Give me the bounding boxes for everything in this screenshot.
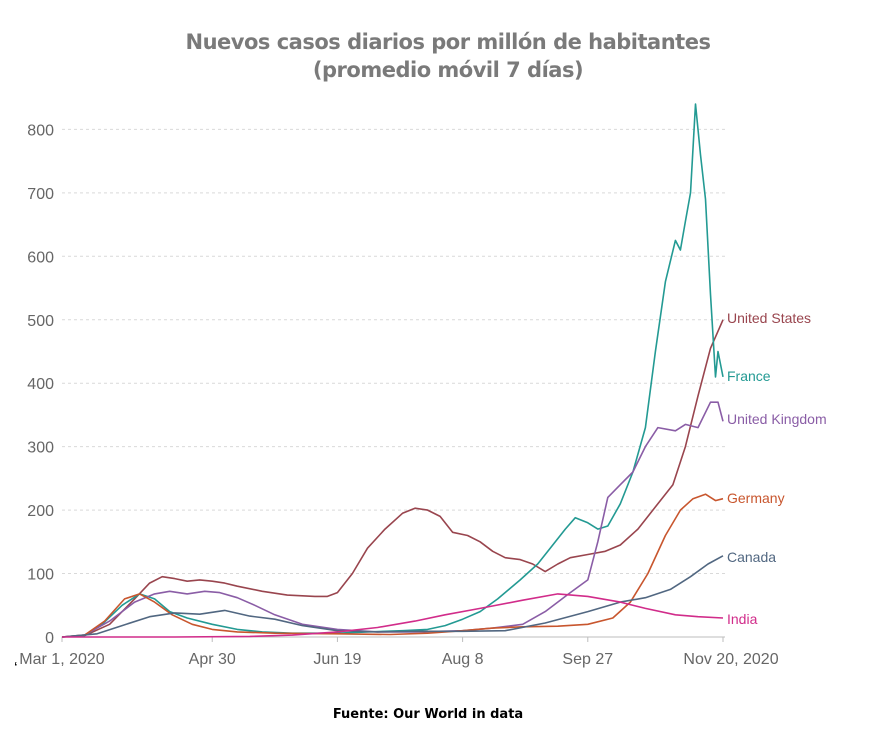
- y-axis-ticks: 0 100 200 300 400 500 600 700 800: [27, 122, 54, 647]
- series-label-united-kingdom: United Kingdom: [727, 411, 827, 427]
- series-label-united-states: United States: [727, 310, 811, 326]
- stray-mark: ‘: [14, 660, 18, 677]
- x-tick-label: Nov 20, 2020: [683, 651, 778, 668]
- x-tick-label: Mar 1, 2020: [19, 651, 104, 668]
- series-labels: United States France United Kingdom Germany…: [727, 310, 827, 627]
- gridlines: [62, 128, 725, 638]
- y-tick-label: 800: [27, 122, 54, 139]
- y-tick-label: 700: [27, 186, 54, 203]
- x-tick-label: Jun 19: [313, 651, 361, 668]
- series-lines: [61, 103, 724, 638]
- series-label-france: France: [727, 368, 771, 384]
- y-tick-label: 100: [27, 567, 54, 584]
- line-chart: 0 100 200 300 400 500 600 700 800 Mar 1, 2020 Apr…: [19, 103, 827, 668]
- series-label-germany: Germany: [727, 490, 785, 506]
- x-tick-label: Sep 27: [562, 651, 613, 668]
- series-line-france: [61, 103, 724, 638]
- x-axis-ticks: Mar 1, 2020 Apr 30 Jun 19 Aug 8 Sep 27 Nov 20…: [19, 637, 779, 668]
- series-line-united-states: [61, 319, 724, 638]
- chart-title: Nuevos casos diarios por millón de habit…: [0, 28, 896, 84]
- chart-title-line-2: (promedio móvil 7 días): [312, 58, 584, 82]
- y-tick-label: 600: [27, 249, 54, 266]
- y-tick-label: 500: [27, 313, 54, 330]
- x-tick-label: Apr 30: [189, 651, 236, 668]
- series-label-canada: Canada: [727, 549, 776, 565]
- series-label-india: India: [727, 611, 758, 627]
- series-line-india: [62, 593, 724, 638]
- y-tick-label: 0: [45, 630, 54, 647]
- y-tick-label: 400: [27, 376, 54, 393]
- source-note: Fuente: Our World in data: [332, 707, 524, 722]
- chart-title-line-1: Nuevos casos diarios por millón de habit…: [185, 30, 711, 54]
- y-tick-label: 300: [27, 440, 54, 457]
- y-tick-label: 200: [27, 503, 54, 520]
- series-line-canada: [61, 555, 724, 638]
- x-tick-label: Aug 8: [442, 651, 484, 668]
